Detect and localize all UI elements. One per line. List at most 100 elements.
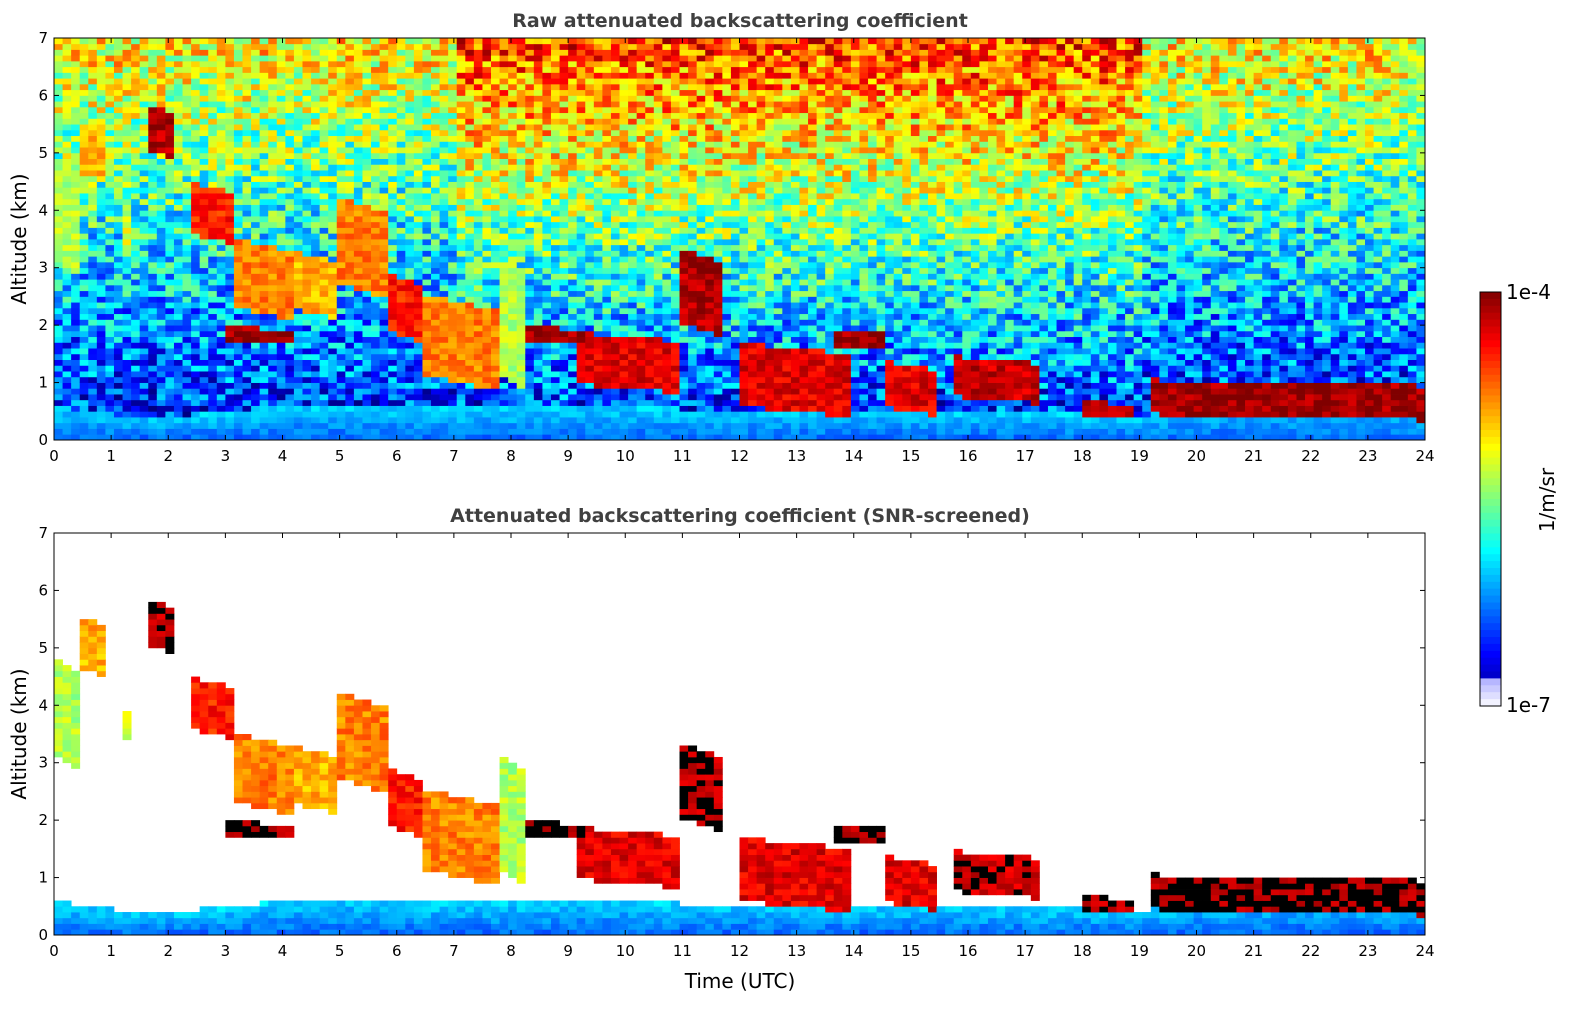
raw-backscatter-cell: [499, 193, 509, 200]
raw-backscatter-cell: [285, 371, 295, 378]
raw-backscatter-cell: [473, 124, 483, 131]
raw-backscatter-cell: [225, 284, 235, 292]
raw-backscatter-cell: [242, 43, 252, 50]
raw-backscatter-cell: [585, 353, 595, 360]
raw-backscatter-cell: [456, 307, 466, 315]
raw-backscatter-cell: [362, 353, 372, 360]
raw-backscatter-cell: [353, 124, 363, 131]
raw-backscatter-cell: [319, 66, 329, 73]
raw-backscatter-cell: [448, 83, 458, 91]
raw-backscatter-cell: [148, 78, 158, 85]
raw-backscatter-cell: [293, 342, 303, 349]
raw-backscatter-cell: [345, 382, 355, 389]
raw-backscatter-cell: [319, 83, 329, 91]
raw-backscatter-cell: [208, 193, 218, 200]
raw-backscatter-cell: [371, 330, 381, 338]
raw-backscatter-cell: [525, 336, 535, 343]
raw-backscatter-cell: [559, 417, 569, 424]
raw-backscatter-cell: [550, 181, 560, 188]
raw-backscatter-cell: [336, 313, 346, 320]
raw-backscatter-cell: [362, 399, 372, 406]
raw-backscatter-cell: [388, 187, 398, 194]
raw-backscatter-cell: [542, 307, 552, 315]
raw-backscatter-cell: [208, 124, 218, 131]
raw-backscatter-cell: [302, 359, 312, 366]
raw-backscatter-cell: [131, 261, 141, 269]
raw-backscatter-cell: [602, 72, 612, 79]
raw-backscatter-cell: [182, 313, 192, 320]
raw-backscatter-cell: [593, 405, 603, 412]
raw-backscatter-cell: [636, 353, 646, 360]
raw-backscatter-cell: [319, 181, 329, 188]
raw-backscatter-cell: [491, 95, 500, 102]
raw-backscatter-cell: [610, 124, 620, 131]
raw-backscatter-cell: [336, 49, 346, 56]
raw-backscatter-cell: [54, 204, 63, 211]
raw-backscatter-cell: [628, 399, 638, 406]
raw-backscatter-cell: [396, 371, 406, 378]
raw-backscatter-cell: [71, 405, 81, 412]
raw-backscatter-cell: [139, 147, 149, 154]
raw-backscatter-cell: [225, 106, 235, 114]
raw-backscatter-cell: [276, 428, 286, 435]
raw-backscatter-cell: [448, 187, 458, 194]
raw-backscatter-cell: [388, 95, 398, 102]
raw-backscatter-cell: [602, 78, 612, 85]
raw-backscatter-cell: [371, 411, 381, 418]
raw-backscatter-cell: [71, 66, 81, 73]
raw-backscatter-cell: [353, 348, 363, 355]
raw-backscatter-cell: [371, 342, 381, 349]
raw-backscatter-cell: [396, 267, 406, 274]
raw-backscatter-cell: [542, 405, 552, 412]
raw-backscatter-cell: [645, 147, 655, 154]
raw-backscatter-cell: [328, 72, 338, 79]
raw-backscatter-cell: [576, 95, 586, 102]
raw-backscatter-cell: [550, 78, 560, 85]
raw-backscatter-cell: [628, 118, 638, 125]
raw-backscatter-cell: [645, 60, 655, 68]
raw-backscatter-cell: [388, 359, 398, 366]
raw-backscatter-cell: [439, 348, 449, 355]
raw-backscatter-cell: [525, 221, 535, 228]
raw-backscatter-cell: [208, 210, 218, 217]
raw-backscatter-cell: [173, 365, 183, 372]
raw-backscatter-cell: [139, 428, 149, 435]
raw-backscatter-cell: [259, 118, 269, 125]
raw-backscatter-cell: [62, 101, 72, 108]
raw-backscatter-cell: [482, 405, 492, 412]
raw-backscatter-cell: [336, 204, 346, 211]
raw-backscatter-cell: [242, 129, 252, 137]
raw-backscatter-cell: [431, 359, 440, 366]
raw-backscatter-cell: [208, 290, 218, 297]
raw-backscatter-cell: [499, 204, 509, 211]
raw-backscatter-cell: [499, 417, 509, 424]
raw-backscatter-cell: [302, 290, 312, 297]
raw-backscatter-cell: [362, 89, 372, 96]
raw-backscatter-cell: [148, 106, 158, 114]
raw-backscatter-cell: [456, 371, 466, 378]
raw-backscatter-cell: [225, 336, 235, 343]
raw-backscatter-cell: [293, 307, 303, 315]
raw-backscatter-cell: [491, 267, 500, 274]
raw-backscatter-cell: [62, 60, 72, 68]
raw-backscatter-cell: [628, 411, 638, 418]
raw-backscatter-cell: [473, 83, 483, 91]
raw-backscatter-cell: [148, 101, 158, 108]
raw-backscatter-cell: [405, 399, 415, 406]
raw-backscatter-cell: [542, 417, 552, 424]
raw-backscatter-cell: [62, 187, 72, 194]
raw-backscatter-cell: [191, 307, 201, 315]
raw-backscatter-cell: [473, 250, 483, 257]
raw-backscatter-cell: [96, 353, 106, 360]
raw-backscatter-cell: [156, 273, 166, 280]
raw-backscatter-cell: [576, 38, 586, 45]
raw-backscatter-cell: [439, 55, 449, 62]
raw-backscatter-cell: [302, 95, 312, 102]
raw-backscatter-cell: [508, 422, 518, 429]
raw-backscatter-cell: [225, 170, 235, 177]
raw-backscatter-cell: [79, 376, 89, 383]
raw-backscatter-cell: [413, 284, 423, 292]
raw-backscatter-cell: [413, 417, 423, 424]
raw-backscatter-cell: [585, 302, 595, 309]
raw-backscatter-cell: [293, 399, 303, 406]
